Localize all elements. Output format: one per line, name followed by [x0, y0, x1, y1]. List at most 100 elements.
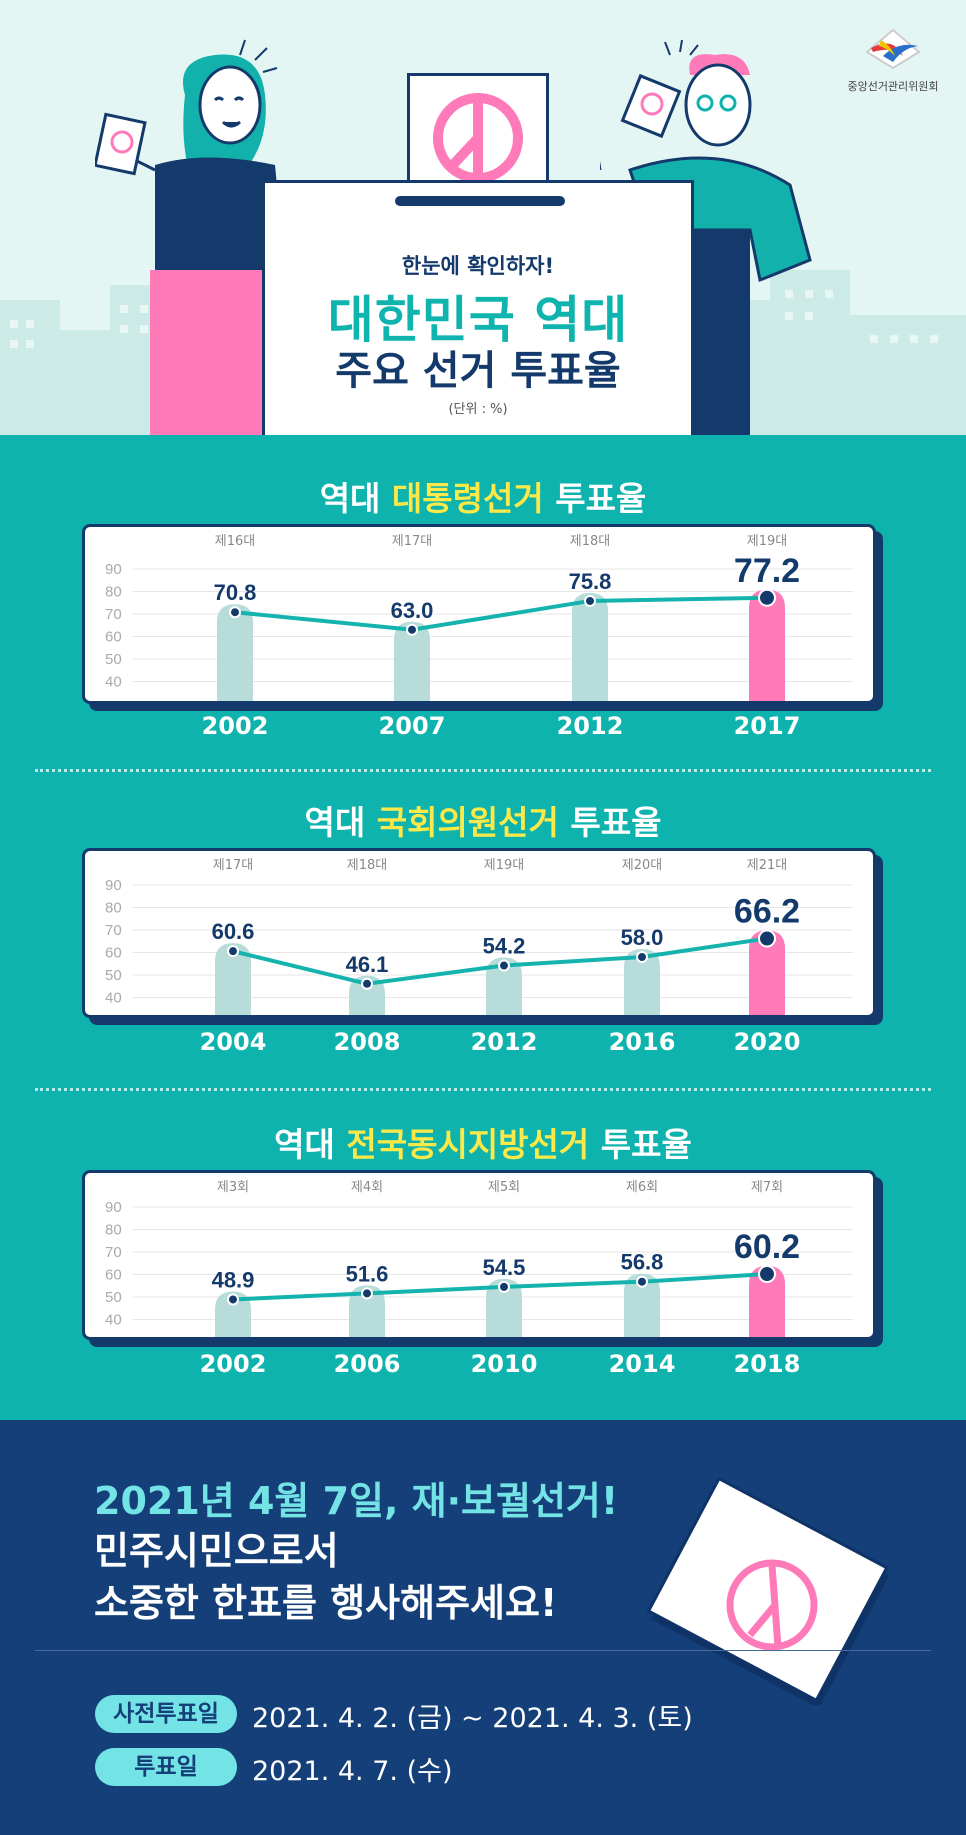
y-tick-label: 50 — [105, 967, 122, 984]
voting-day-badge: 투표일 — [95, 1748, 237, 1786]
year-axis-local-election: 2002 2006 2010 2014 2018 — [0, 1350, 966, 1380]
ballot-paper-illustration — [646, 1476, 890, 1705]
x-tick-label: 2002 — [199, 1350, 267, 1378]
data-label: 70.8 — [214, 580, 257, 605]
data-point — [498, 959, 510, 972]
data-point — [229, 606, 241, 619]
round-label: 제16대 — [215, 534, 255, 549]
unit-label: (단위 : %) — [448, 402, 508, 417]
data-label: 63.0 — [391, 598, 434, 623]
chart-card-local-election: 90 80 70 60 50 40 제3회 제4회 제5회 제6회 제7회 48.9 51.6 54.5 5… — [82, 1170, 876, 1340]
y-tick-label: 40 — [105, 990, 122, 1007]
section-title-suffix: 투표율 — [558, 803, 662, 842]
y-tick-label: 70 — [105, 1244, 122, 1261]
x-tick-label: 2017 — [733, 712, 801, 740]
round-label: 제7회 — [751, 1180, 783, 1195]
chart-plot: 90 80 70 60 50 40 제16대 제17대 제18대 제19대 70.8 63.0 75.8… — [105, 534, 853, 701]
round-label: 제17대 — [392, 534, 432, 549]
x-tick-label: 2006 — [333, 1350, 401, 1378]
header-kicker: 한눈에 확인하자! — [401, 254, 555, 278]
round-label: 제19대 — [484, 858, 524, 873]
data-point — [227, 945, 239, 958]
bar — [749, 930, 785, 1015]
data-label: 58.0 — [621, 925, 664, 950]
round-label: 제4회 — [351, 1180, 383, 1195]
section-title-presidential: 역대 대통령선거 투표율 — [0, 472, 966, 520]
data-point — [406, 623, 418, 636]
data-point — [636, 951, 648, 963]
y-tick-label: 60 — [105, 1267, 122, 1284]
y-tick-label: 70 — [105, 922, 122, 939]
vote-stamp-icon — [433, 93, 523, 183]
dotted-divider — [35, 1088, 931, 1091]
bar — [349, 1285, 385, 1337]
round-label: 제18대 — [347, 858, 387, 873]
page-title-line1: 대한민국 역대 — [327, 291, 629, 349]
x-tick-label: 2008 — [333, 1028, 401, 1056]
data-label: 60.6 — [212, 919, 255, 944]
ballot-box — [262, 180, 694, 435]
y-tick-label: 60 — [105, 629, 122, 646]
bar — [486, 1278, 522, 1337]
round-label: 제3회 — [217, 1180, 249, 1195]
data-label: 54.5 — [483, 1255, 526, 1280]
section-title-highlight: 전국동시지방선거 — [346, 1125, 590, 1164]
y-tick-label: 60 — [105, 945, 122, 962]
y-tick-label: 80 — [105, 900, 122, 917]
round-label: 제5회 — [488, 1180, 520, 1195]
chart-plot: 90 80 70 60 50 40 제17대 제18대 제19대 제20대 제21대 60.6 46.1… — [105, 858, 853, 1015]
page-title-line2: 주요 선거 투표율 — [335, 348, 621, 394]
chart-plot: 90 80 70 60 50 40 제3회 제4회 제5회 제6회 제7회 48.9 51.6 54.5 5… — [105, 1180, 853, 1337]
bar — [572, 592, 608, 701]
data-point — [758, 929, 776, 948]
data-label: 54.2 — [483, 934, 526, 959]
bar — [624, 1273, 660, 1337]
nec-bird-logo-icon — [865, 28, 921, 70]
x-tick-label: 2007 — [378, 712, 446, 740]
series-line — [234, 595, 768, 632]
bar — [624, 949, 660, 1015]
y-tick-label: 50 — [105, 1289, 122, 1306]
dotted-divider — [35, 769, 931, 772]
bar — [217, 604, 253, 701]
round-label: 제17대 — [213, 858, 253, 873]
x-tick-label: 2010 — [470, 1350, 538, 1378]
x-tick-label: 2004 — [199, 1028, 267, 1056]
y-tick-label: 40 — [105, 674, 122, 691]
section-title-highlight: 국회의원선거 — [376, 803, 559, 842]
data-label: 77.2 — [734, 552, 800, 590]
data-point — [758, 588, 776, 607]
data-point — [636, 1275, 648, 1288]
footer-line2: 민주시민으로서 — [94, 1529, 339, 1573]
chart-card-national-assembly: 90 80 70 60 50 40 제17대 제18대 제19대 제20대 제21대 60.6 46.1… — [82, 848, 876, 1018]
y-tick-label: 70 — [105, 606, 122, 623]
round-label: 제18대 — [570, 534, 610, 549]
round-label: 제6회 — [626, 1180, 658, 1195]
y-tick-label: 80 — [105, 1222, 122, 1239]
voting-day-date: 2021. 4. 7. (수) — [252, 1756, 453, 1787]
section-title-highlight: 대통령선거 — [391, 479, 544, 518]
y-tick-label: 90 — [105, 561, 122, 578]
section-title-prefix: 역대 — [304, 803, 377, 842]
early-voting-date: 2021. 4. 2. (금) ~ 2021. 4. 3. (토) — [252, 1703, 693, 1734]
bar — [394, 621, 430, 701]
early-voting-badge: 사전투표일 — [95, 1695, 237, 1733]
bar — [749, 1266, 785, 1337]
ballot-paper — [407, 73, 549, 201]
data-point — [498, 1280, 510, 1293]
data-point — [361, 1287, 373, 1300]
section-title-prefix: 역대 — [319, 479, 392, 518]
data-point — [584, 594, 596, 607]
bar — [215, 1291, 251, 1337]
footer-line3: 소중한 한표를 행사해주세요! — [94, 1581, 558, 1625]
section-title-suffix: 투표율 — [543, 479, 647, 518]
footer-panel — [0, 1420, 966, 1835]
bar — [215, 943, 251, 1015]
section-title-national-assembly: 역대 국회의원선거 투표율 — [0, 796, 966, 844]
year-axis-national-assembly: 2004 2008 2012 2016 2020 — [0, 1028, 966, 1058]
section-title-local-election: 역대 전국동시지방선거 투표율 — [0, 1118, 966, 1166]
y-tick-label: 50 — [105, 651, 122, 668]
data-point — [758, 1265, 776, 1284]
footer-rule — [35, 1650, 931, 1651]
data-label: 66.2 — [734, 893, 800, 931]
